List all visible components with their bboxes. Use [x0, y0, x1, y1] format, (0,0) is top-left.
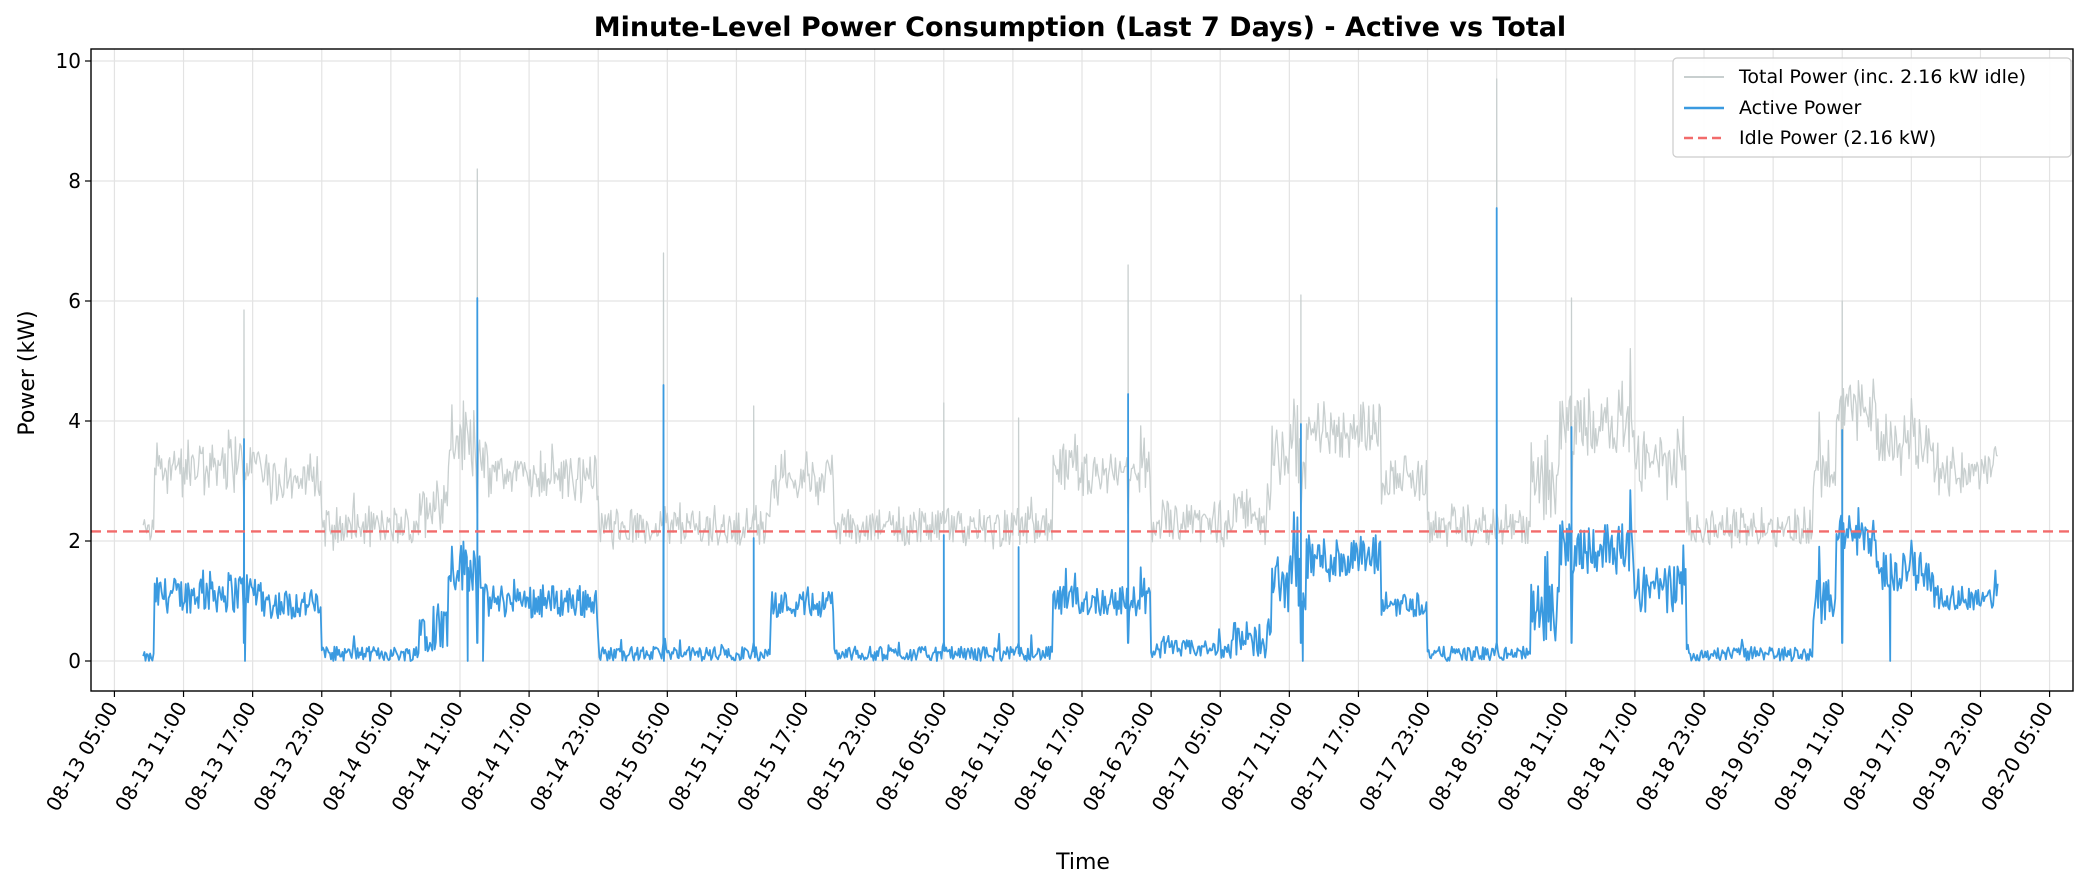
x-axis-label: Time	[1055, 850, 1110, 875]
y-tick-label: 4	[68, 409, 81, 433]
chart-title: Minute-Level Power Consumption (Last 7 D…	[594, 12, 1566, 43]
y-axis-label: Power (kW)	[15, 310, 40, 435]
legend-label-idle-power: Idle Power (2.16 kW)	[1739, 127, 1936, 149]
series-line-total-power	[142, 78, 1998, 551]
y-tick-label: 6	[68, 289, 81, 313]
y-tick-label: 10	[56, 49, 81, 73]
legend-label-active-power: Active Power	[1739, 97, 1861, 119]
legend-box	[1672, 57, 2072, 158]
series-line-active-power	[142, 207, 1999, 662]
grid-layer	[91, 49, 2073, 691]
y-tick-label: 2	[68, 529, 81, 553]
legend-label-total-power: Total Power (inc. 2.16 kW idle)	[1738, 66, 2026, 88]
y-tick-label: 8	[68, 169, 81, 193]
series-layer	[91, 78, 2073, 662]
legend: Total Power (inc. 2.16 kW idle) Active P…	[1672, 57, 2072, 158]
y-tick-label: 0	[68, 649, 81, 673]
